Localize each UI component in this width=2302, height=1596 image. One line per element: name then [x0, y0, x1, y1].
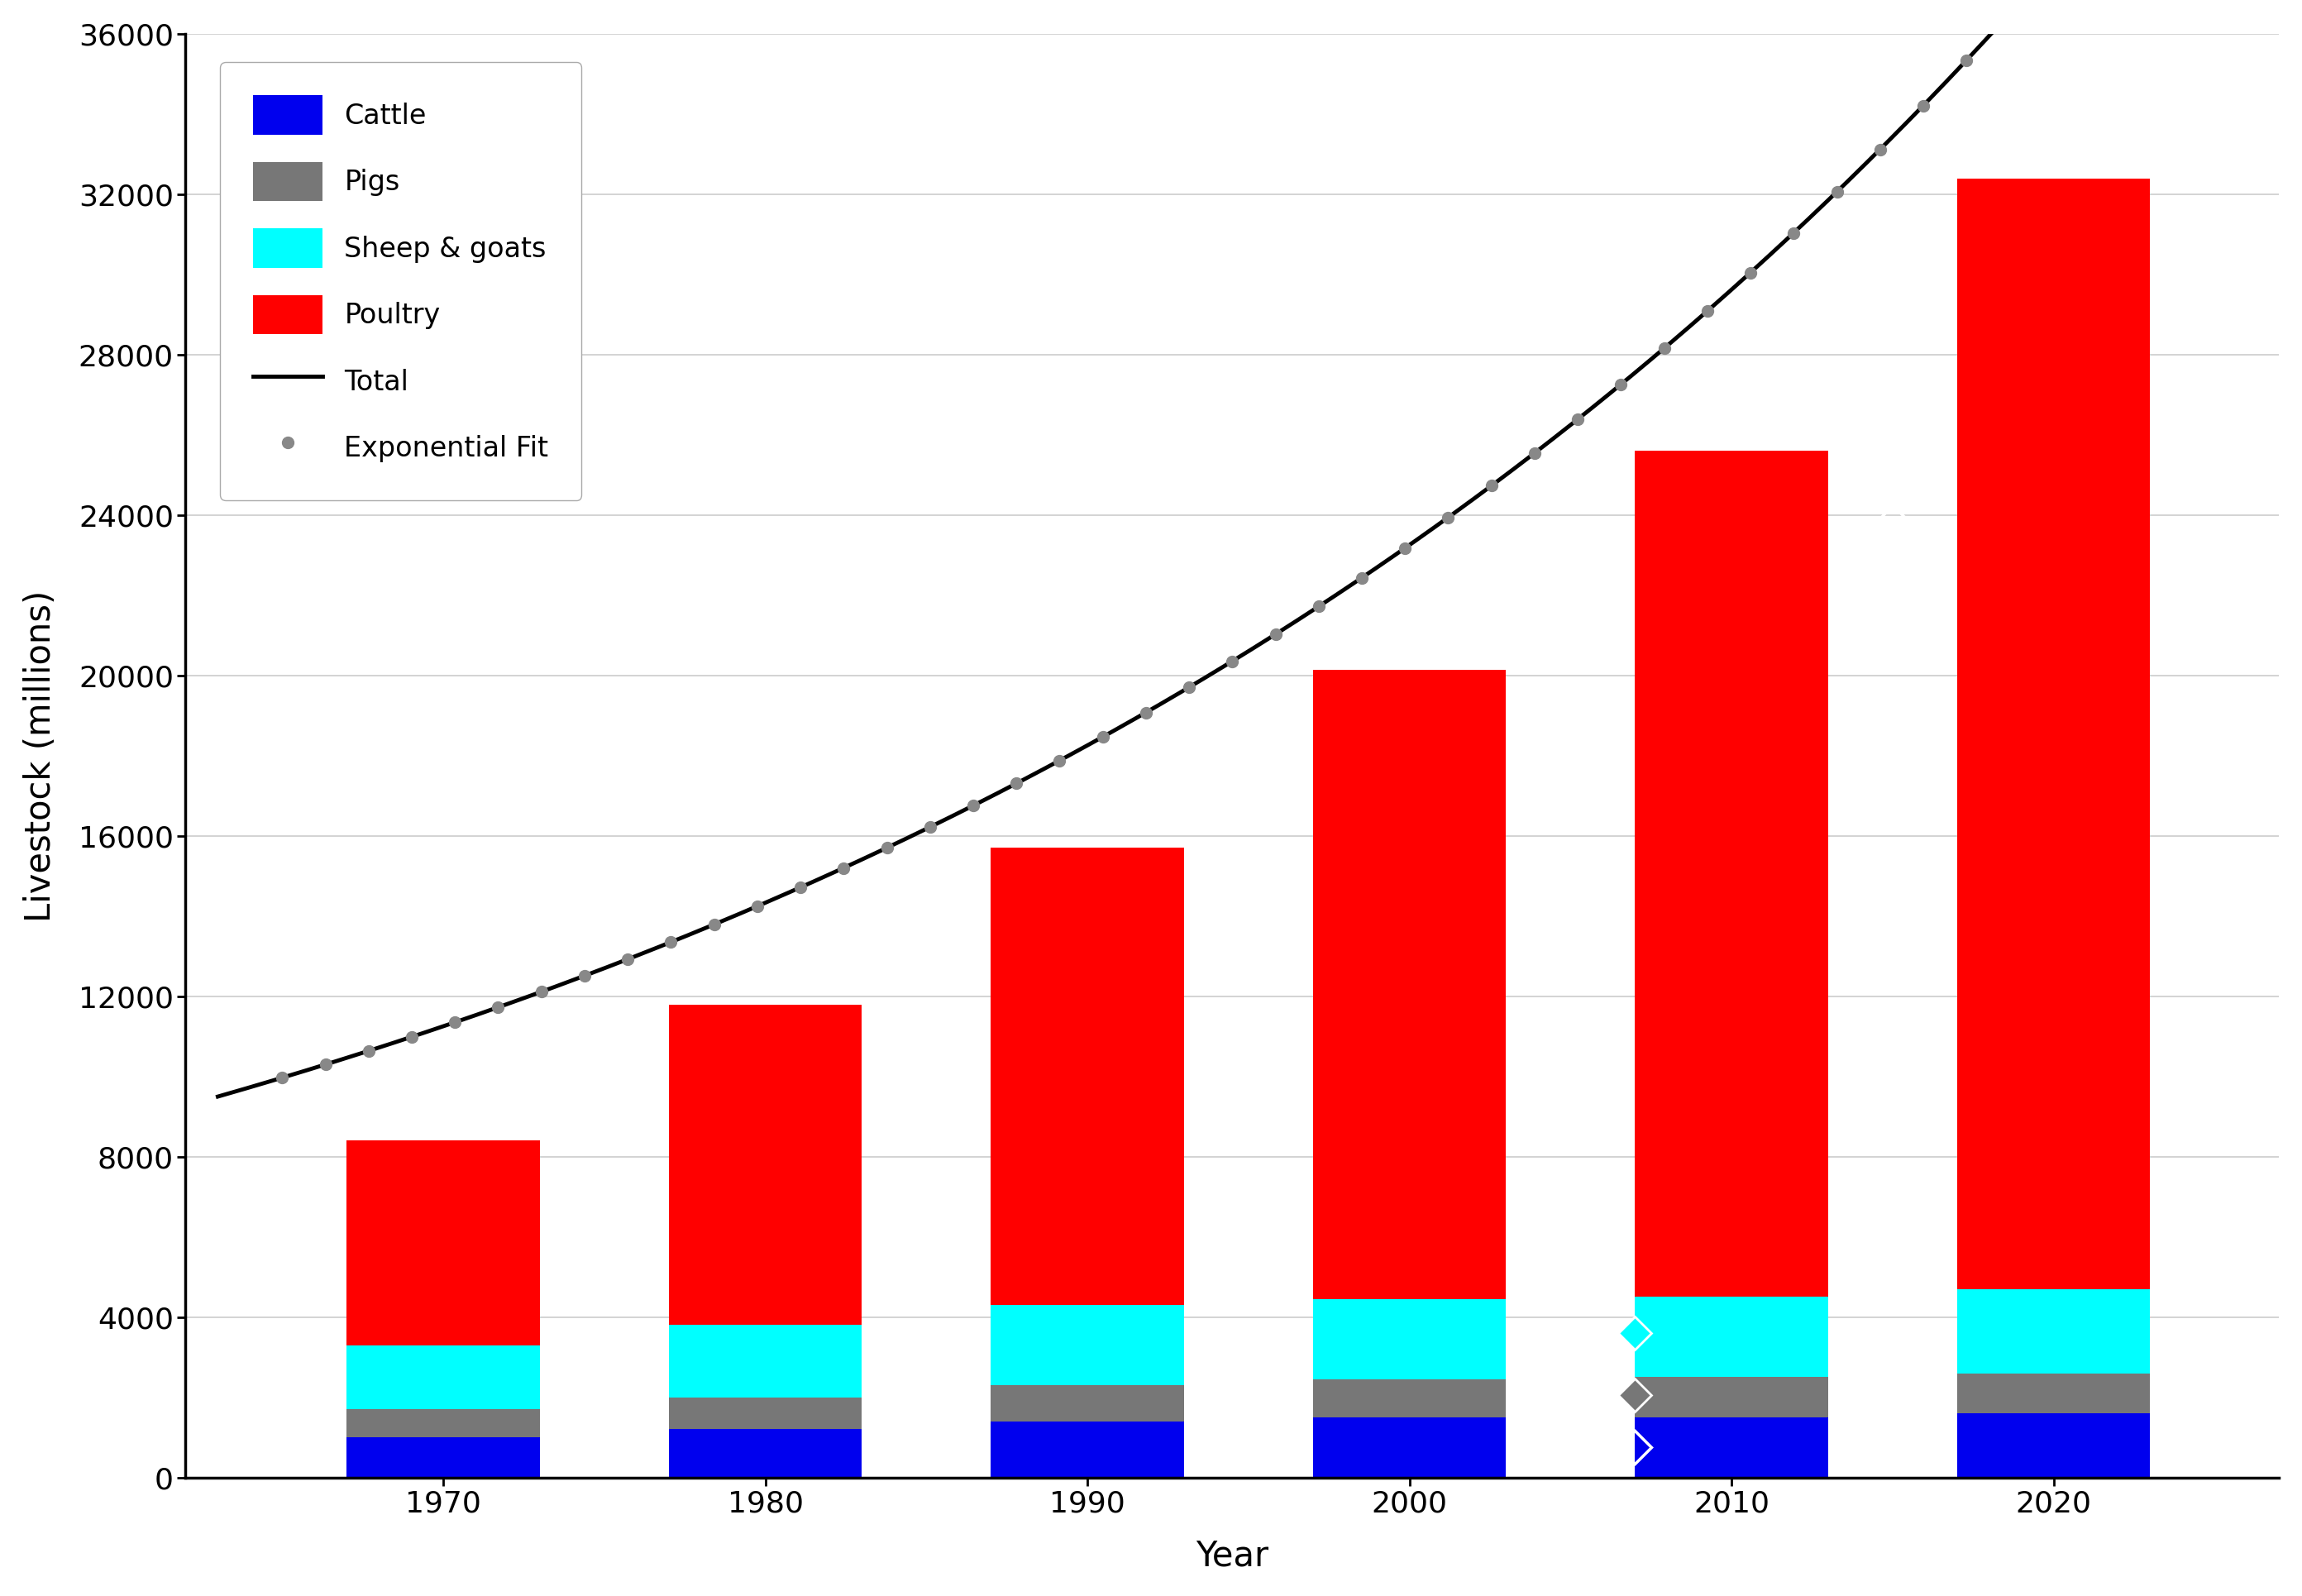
Bar — [1312, 1299, 1506, 1379]
Exponential Fit — [1305, 597, 1333, 616]
Total — [1517, 447, 1545, 466]
Bar — [348, 1345, 541, 1409]
X-axis label: Year: Year — [1197, 1539, 1268, 1574]
Exponential Fit — [355, 1041, 382, 1060]
Exponential Fit — [656, 932, 684, 951]
Bar — [990, 1385, 1183, 1422]
Exponential Fit — [916, 817, 944, 836]
Legend: Cattle, Pigs, Sheep & goats, Poultry, Total, Exponential Fit: Cattle, Pigs, Sheep & goats, Poultry, To… — [221, 62, 582, 501]
Exponential Fit — [1218, 651, 1245, 670]
Exponential Fit — [1563, 410, 1591, 429]
Exponential Fit — [1349, 568, 1377, 587]
Bar — [1634, 1298, 1828, 1377]
Exponential Fit — [1478, 476, 1506, 495]
Exponential Fit — [1651, 338, 1678, 358]
Exponential Fit — [872, 838, 900, 857]
Exponential Fit — [311, 1055, 338, 1074]
Y-axis label: Livestock (millions): Livestock (millions) — [23, 591, 58, 922]
Bar — [1957, 1290, 2150, 1373]
Exponential Fit — [1522, 444, 1549, 463]
Exponential Fit — [1390, 538, 1418, 557]
Bar — [668, 1430, 861, 1478]
Line: Total: Total — [219, 0, 2182, 1096]
Total — [552, 974, 580, 993]
Exponential Fit — [1996, 3, 2023, 22]
Exponential Fit — [1434, 508, 1462, 527]
Total — [1683, 311, 1710, 330]
Bar — [1957, 1414, 2150, 1478]
Bar — [1957, 179, 2150, 1290]
Bar — [1312, 1417, 1506, 1478]
Bar — [668, 1396, 861, 1430]
Exponential Fit — [571, 966, 599, 985]
Exponential Fit — [1004, 774, 1031, 793]
Total — [1363, 559, 1390, 578]
Bar — [668, 1325, 861, 1396]
Bar — [990, 1422, 1183, 1478]
Exponential Fit — [1908, 96, 1936, 115]
Total — [709, 911, 737, 930]
Exponential Fit — [744, 897, 771, 916]
Bar — [348, 1141, 541, 1345]
Exponential Fit — [1176, 678, 1204, 697]
Bar — [990, 847, 1183, 1306]
Bar — [1634, 1417, 1828, 1478]
Exponential Fit — [483, 998, 511, 1017]
Exponential Fit — [700, 915, 727, 934]
Total — [1093, 725, 1121, 744]
Exponential Fit — [442, 1013, 470, 1033]
Bar — [348, 1409, 541, 1438]
Exponential Fit — [787, 878, 815, 897]
Exponential Fit — [398, 1028, 426, 1047]
Bar — [348, 1438, 541, 1478]
Total — [205, 1087, 233, 1106]
Exponential Fit — [960, 796, 988, 816]
Exponential Fit — [1694, 302, 1722, 321]
Exponential Fit — [1952, 51, 1980, 70]
Bar — [668, 1004, 861, 1325]
Exponential Fit — [1133, 702, 1160, 721]
Bar — [1957, 1373, 2150, 1414]
Exponential Fit — [1261, 624, 1289, 643]
Exponential Fit — [615, 950, 642, 969]
Exponential Fit — [1089, 728, 1116, 747]
Exponential Fit — [1736, 263, 1763, 282]
Exponential Fit — [1779, 223, 1807, 243]
Bar — [1634, 1377, 1828, 1417]
Exponential Fit — [1867, 140, 1895, 160]
Bar — [1312, 670, 1506, 1299]
Bar — [1312, 1379, 1506, 1417]
Exponential Fit — [269, 1068, 297, 1087]
Bar — [1634, 452, 1828, 1298]
Exponential Fit — [527, 982, 555, 1001]
Bar — [990, 1306, 1183, 1385]
Exponential Fit — [1045, 752, 1073, 771]
Line: Exponential Fit: Exponential Fit — [276, 0, 2189, 1084]
Exponential Fit — [1823, 182, 1851, 201]
Exponential Fit — [1607, 375, 1634, 394]
Exponential Fit — [829, 859, 856, 878]
